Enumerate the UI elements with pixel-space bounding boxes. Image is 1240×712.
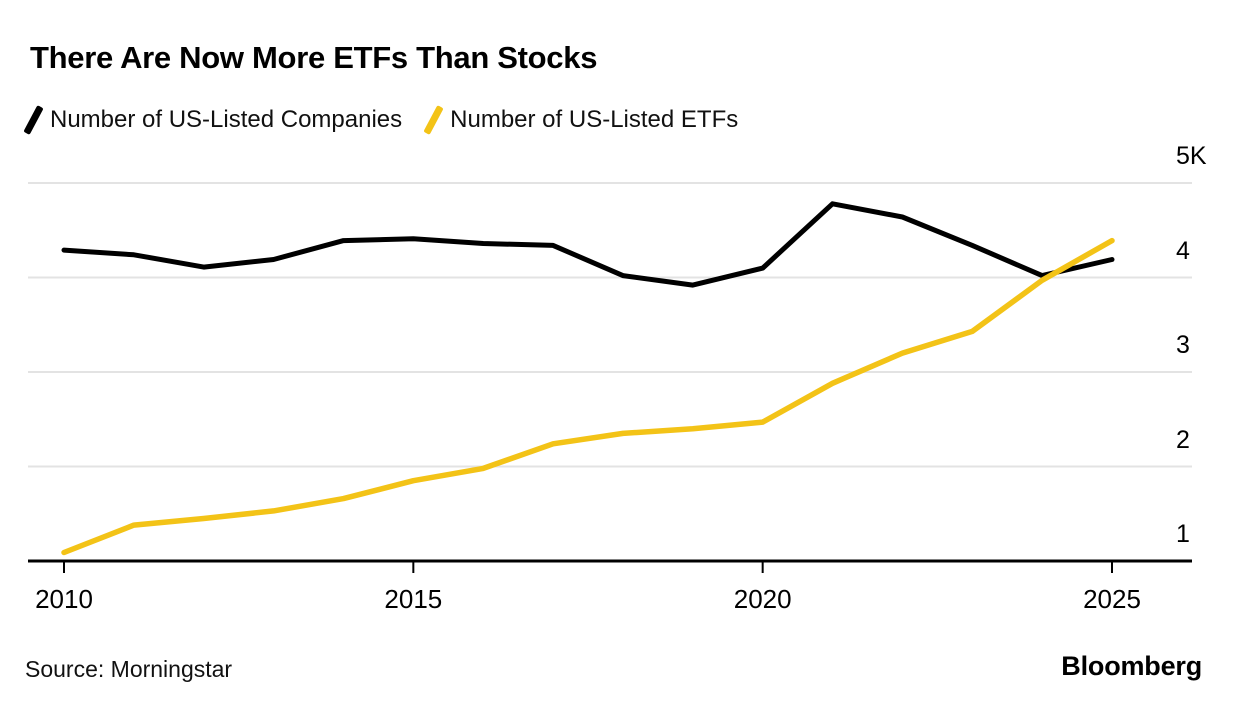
legend-item-companies: Number of US-Listed Companies [23,105,403,135]
x-tick-label-2015: 2015 [384,584,443,614]
y-tick-label-3: 3 [1176,331,1190,359]
etfs-line [61,237,1115,556]
etfs-line-swatch-icon [423,105,444,135]
y-tick-label-2: 2 [1176,425,1190,454]
legend-label-companies: Number of US-Listed Companies [50,106,403,133]
y-tick-label-1: 1 [1176,520,1190,548]
y-tick-label-5K: 5K [1176,142,1207,170]
chart-legend: Number of US-Listed Companies Number of … [23,105,739,135]
companies-line [61,201,1115,288]
source-note: Source: Morningstar [25,656,233,682]
x-tick-label-2020: 2020 [733,584,792,614]
legend-label-etfs: Number of US-Listed ETFs [450,106,739,133]
y-tick-label-4: 4 [1176,236,1190,265]
bloomberg-logo: Bloomberg [1061,651,1202,681]
x-tick-label-2010: 2010 [35,584,93,614]
x-tick-label-2025: 2025 [1083,584,1141,614]
legend-item-etfs: Number of US-Listed ETFs [423,105,739,135]
chart-title: There Are Now More ETFs Than Stocks [30,40,598,75]
